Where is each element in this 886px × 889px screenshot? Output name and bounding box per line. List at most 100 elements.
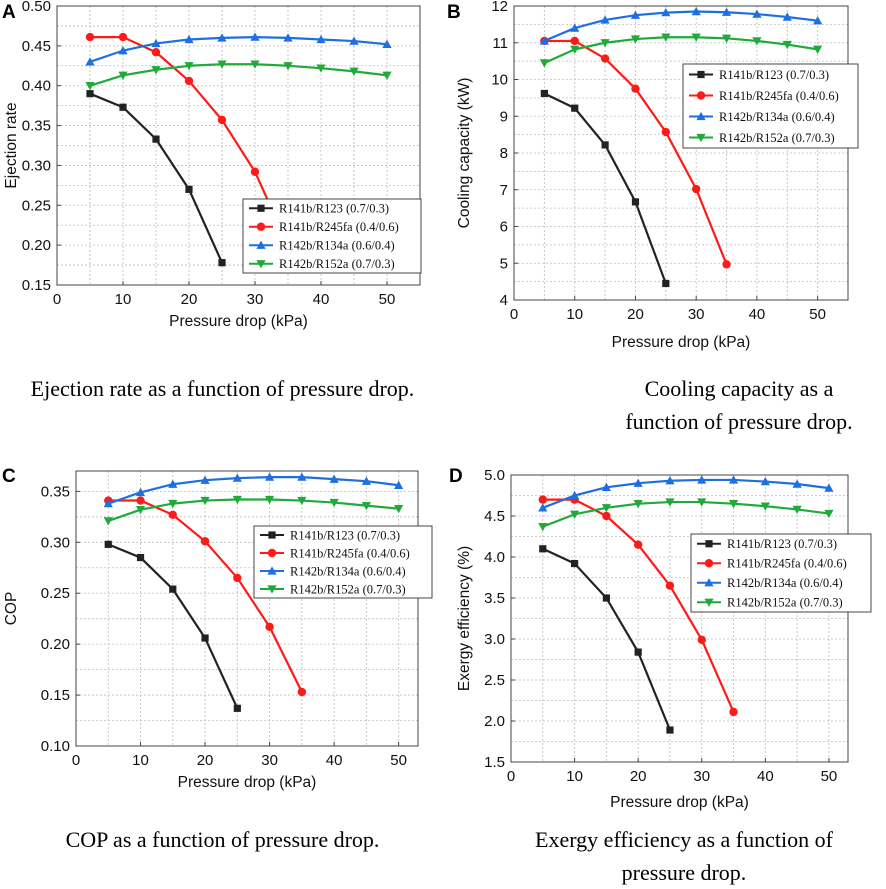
- chart-c-data-point: [103, 498, 113, 508]
- chart-b-ytick-label: 9: [500, 108, 508, 125]
- chart-d-data-point: [602, 594, 610, 602]
- chart-a-data-point: [217, 60, 227, 69]
- chart-a-data-point: [118, 71, 128, 80]
- chart-d-data-point: [697, 635, 706, 645]
- chart-b-ytick-label: 7: [500, 182, 508, 199]
- chart-c-xlabel: Pressure drop (kPa): [178, 774, 317, 791]
- chart-d-legend-marker: [704, 598, 714, 607]
- chart-d-data-point: [697, 475, 707, 484]
- chart-b-plot-area: [514, 6, 848, 300]
- chart-a-data-point: [283, 33, 293, 42]
- chart-a-legend-label: R141b/R245fa (0.4/0.6): [279, 220, 399, 234]
- chart-c-data-point: [394, 505, 404, 514]
- chart-d-data-point: [760, 502, 770, 511]
- panel-letter-d: D: [449, 466, 463, 487]
- chart-b-data-point: [570, 36, 579, 46]
- chart-a-data-point: [85, 82, 95, 91]
- chart-c-ytick-label: 0.25: [41, 585, 70, 602]
- chart-c-xtick-label: 10: [132, 752, 149, 769]
- chart-b-ytick-label: 12: [491, 0, 508, 15]
- chart-b-data-point: [570, 45, 580, 54]
- chart-b-data-point: [721, 7, 732, 16]
- chart-d-legend-marker: [704, 559, 714, 568]
- chart-d-legend-label: R142b/R134a (0.6/0.4): [727, 576, 843, 590]
- chart-c-xtick-label: 40: [326, 752, 343, 769]
- chart-a-legend: [242, 198, 422, 274]
- chart-d-data-point: [633, 500, 643, 509]
- chart-d-data-point: [824, 483, 834, 492]
- chart-c-xtick-label: 0: [72, 752, 80, 769]
- chart-d-data-point: [760, 476, 770, 486]
- chart-b-data-point: [600, 39, 610, 48]
- chart-c-data-point: [394, 480, 404, 489]
- chart-b-data-point: [691, 33, 701, 42]
- chart-d-legend-label: R141b/R123 (0.7/0.3): [727, 537, 837, 551]
- chart-b-xlabel: Pressure drop (kPa): [612, 334, 751, 351]
- chart-d-xtick-label: 50: [821, 768, 838, 785]
- chart-b-ylabel: Cooling capacity (kW): [456, 78, 473, 229]
- chart-a-legend-marker: [256, 240, 266, 249]
- chart-c-legend-label: R142b/R152a (0.7/0.3): [290, 582, 406, 596]
- chart-c-data-point: [201, 634, 209, 642]
- chart-a-legend-label: R142b/R134a (0.6/0.4): [279, 239, 395, 253]
- chart-c-data-point: [135, 487, 146, 497]
- caption-a: Ejection rate as a function of pressure …: [30, 376, 415, 401]
- chart-c-data-point: [232, 495, 242, 505]
- chart-d-data-point: [539, 545, 547, 553]
- chart-a-ytick-label: 0.15: [22, 277, 51, 294]
- chart-d-data-point: [824, 509, 834, 519]
- chart-c-legend-marker: [268, 531, 276, 539]
- chart-d-data-point: [633, 540, 643, 549]
- chart-panel-a: A 0 10 20 30 40 50 0.15 0.20 0.25 0.30 0.35 0.40 0.4…: [0, 0, 443, 330]
- chart-c-ytick-label: 0.30: [41, 534, 70, 551]
- chart-a-ytick-label: 0.40: [22, 78, 51, 95]
- chart-panel-c: C 0 10 20 30 40 50 0.10 0.15 0.20 0.25 0.30 0.35 Pre…: [0, 460, 443, 791]
- chart-d-data-point: [728, 500, 739, 509]
- chart-a-xtick-label: 0: [53, 291, 61, 308]
- chart-d-ytick-label: 2.5: [484, 672, 505, 689]
- chart-a: 0 10 20 30 40 50 0.15 0.20 0.25 0.30 0.35 0.40 0.45 0…: [3, 0, 422, 330]
- chart-c-data-point: [200, 496, 210, 506]
- chart-c-legend: [253, 525, 433, 599]
- chart-c-legend-label: R141b/R123 (0.7/0.3): [290, 528, 400, 542]
- chart-c-data-point: [200, 475, 210, 484]
- chart-b-data-point: [570, 23, 580, 32]
- chart-c-xtick-label: 20: [197, 752, 214, 769]
- chart-c-data-point: [297, 687, 307, 697]
- chart-a-data-point: [349, 67, 359, 76]
- chart-b-legend-label: R141b/R245fa (0.4/0.6): [719, 89, 839, 103]
- chart-c-legend-marker: [267, 548, 277, 558]
- chart-d-data-point: [538, 503, 548, 512]
- chart-b-data-point: [691, 6, 701, 16]
- chart-c-data-point: [297, 496, 307, 506]
- chart-a-data-point: [316, 34, 326, 44]
- chart-b-data-point: [540, 89, 548, 98]
- chart-c-data-point: [104, 540, 112, 548]
- chart-a-data-point: [316, 64, 326, 73]
- chart-d-data-point: [601, 482, 611, 491]
- chart-d-ytick-label: 4.0: [484, 549, 505, 566]
- chart-b-data-point: [813, 45, 823, 54]
- chart-a-data-point: [119, 103, 127, 111]
- chart-c-xtick-label: 30: [261, 752, 278, 769]
- chart-d-legend-label: R141b/R245fa (0.4/0.6): [727, 557, 847, 571]
- chart-b-data-point: [721, 34, 732, 43]
- chart-c-series-line-3: [107, 498, 399, 522]
- chart-d-series-line-3: [542, 500, 830, 528]
- chart-d-data-point: [665, 476, 675, 485]
- chart-a-legend-marker: [256, 222, 266, 231]
- chart-d-xlabel: Pressure drop (kPa): [610, 794, 749, 811]
- chart-a-xtick-label: 10: [115, 291, 132, 308]
- chart-b-series-line-3: [543, 36, 818, 64]
- chart-a-ytick-label: 0.35: [22, 118, 51, 135]
- chart-b-data-point: [782, 12, 792, 21]
- chart-a-data-point: [86, 90, 94, 98]
- chart-d-data-point: [538, 522, 548, 532]
- chart-d-xtick-label: 20: [630, 768, 647, 785]
- chart-a-legend-label: R141b/R123 (0.7/0.3): [279, 202, 389, 216]
- chart-a-data-point: [151, 48, 161, 57]
- chart-b: 0 10 20 30 40 50 4 5 6 7 8 9 10 11 12 Pressure drop (kP…: [456, 0, 859, 351]
- chart-b-data-point: [813, 16, 823, 25]
- chart-b-data-point: [601, 141, 609, 149]
- chart-d-ytick-label: 1.5: [484, 754, 505, 771]
